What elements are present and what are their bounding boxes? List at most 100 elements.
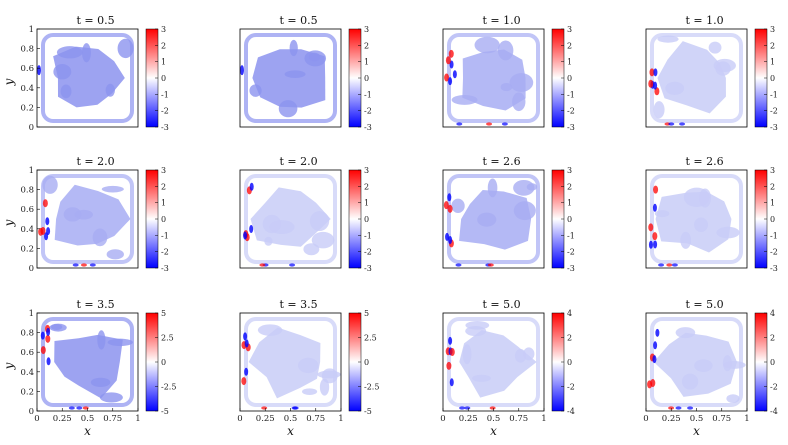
positive-spot bbox=[447, 204, 453, 213]
field-region bbox=[60, 84, 72, 99]
colorbar-tick-label: 5 bbox=[364, 309, 369, 318]
colorbar-tick-label: 1 bbox=[770, 58, 775, 67]
x-tick-label: 0.75 bbox=[509, 414, 528, 424]
wall-spot bbox=[679, 122, 686, 126]
field-region bbox=[500, 82, 513, 92]
negative-spot bbox=[449, 60, 454, 69]
positive-spot bbox=[650, 379, 656, 388]
colorbar-tick-label: 2 bbox=[567, 334, 572, 343]
colorbar-tick-label: -2 bbox=[364, 107, 372, 116]
field-region bbox=[526, 183, 538, 191]
negative-spot bbox=[653, 81, 658, 90]
positive-spot bbox=[446, 361, 452, 370]
x-tick-label: 0.5 bbox=[690, 414, 704, 424]
colorbar-tick-label: 4 bbox=[567, 309, 572, 318]
field-region bbox=[699, 188, 712, 208]
field-region bbox=[311, 231, 335, 249]
negative-spot bbox=[653, 341, 658, 350]
field-region bbox=[289, 39, 298, 57]
field-region bbox=[257, 324, 283, 336]
negative-spot bbox=[40, 331, 45, 340]
wall-spot bbox=[658, 263, 665, 267]
colorbar-tick-label: 3 bbox=[567, 25, 572, 34]
field-region bbox=[63, 207, 82, 222]
negative-spot bbox=[240, 65, 244, 76]
field-region bbox=[657, 41, 726, 114]
field-region bbox=[487, 178, 498, 198]
negative-spot bbox=[244, 367, 249, 376]
field-region bbox=[726, 394, 740, 403]
y-tick-label: 0.6 bbox=[20, 348, 34, 358]
colorbar-tick-label: 0 bbox=[567, 358, 572, 367]
colorbar-tick-label: -3 bbox=[161, 264, 169, 273]
colorbar-tick-label: 0 bbox=[161, 358, 166, 367]
colorbar-tick-label: -2 bbox=[364, 248, 372, 257]
positive-spot bbox=[449, 348, 455, 357]
field-region bbox=[713, 58, 736, 73]
colorbar-tick-label: -3 bbox=[161, 123, 169, 132]
colorbar-tick-label: -2 bbox=[567, 248, 575, 257]
colorbar-tick-label: -3 bbox=[364, 123, 372, 132]
subplot-4: t = 1.0 3 2 1 0 -1 -2 -3 bbox=[645, 14, 778, 132]
subplot-title: t = 1.0 bbox=[685, 14, 723, 27]
colorbar-tick-label: -1 bbox=[567, 231, 575, 240]
field-region bbox=[301, 388, 318, 395]
y-tick-label: 0 bbox=[29, 264, 34, 274]
field-region bbox=[451, 94, 478, 105]
colorbar-tick-label: 0 bbox=[161, 215, 166, 224]
negative-spot bbox=[653, 68, 658, 77]
wall-spot bbox=[675, 406, 682, 410]
negative-spot bbox=[448, 236, 453, 245]
positive-spot bbox=[445, 56, 451, 65]
negative-spot bbox=[452, 70, 457, 79]
colorbar-tick-label: 1 bbox=[161, 199, 166, 208]
field-region bbox=[474, 36, 500, 54]
colorbar-tick-label: 4 bbox=[770, 309, 775, 318]
subplot-2: t = 0.5 3 2 1 0 -1 -2 -3 bbox=[239, 14, 372, 132]
colorbar-tick-label: 2.5 bbox=[364, 334, 377, 343]
field-region bbox=[105, 83, 115, 97]
colorbar-tick-label: -2.5 bbox=[364, 383, 379, 392]
plot-frame bbox=[645, 28, 748, 128]
colorbar-tick-label: -5 bbox=[364, 407, 372, 416]
colorbar-tick-label: -1 bbox=[770, 231, 778, 240]
x-tick-label: 0.25 bbox=[459, 414, 478, 424]
colorbar-tick-label: -2 bbox=[161, 107, 169, 116]
wall-spot bbox=[261, 406, 268, 410]
subplot-title: t = 2.0 bbox=[279, 155, 317, 168]
wall-spot bbox=[72, 263, 79, 267]
negative-spot bbox=[448, 336, 453, 345]
colorbar-tick-label: 3 bbox=[364, 166, 369, 175]
field-region bbox=[309, 211, 330, 232]
subplot-title: t = 2.0 bbox=[76, 155, 114, 168]
subplot-title: t = 3.5 bbox=[76, 298, 114, 311]
colorbar-tick-label: -2 bbox=[567, 107, 575, 116]
wall-spot bbox=[668, 122, 675, 126]
wall-spot bbox=[464, 406, 471, 410]
wall-spot bbox=[487, 263, 494, 267]
field-region bbox=[92, 228, 108, 247]
negative-spot bbox=[648, 240, 653, 249]
wall-spot bbox=[666, 263, 673, 267]
negative-spot bbox=[652, 355, 657, 364]
y-tick-label: 0.8 bbox=[20, 45, 34, 55]
subplot-6: t = 2.0 3 2 1 0 -1 -2 -3 bbox=[239, 155, 372, 273]
negative-spot bbox=[243, 231, 248, 240]
x-tick-label: 0.5 bbox=[81, 414, 95, 424]
colorbar-tick-label: -4 bbox=[770, 407, 778, 416]
field-region bbox=[262, 214, 282, 234]
x-axis-label: x bbox=[490, 424, 497, 438]
field-region bbox=[477, 212, 497, 227]
field-region bbox=[675, 327, 696, 339]
plot-frame bbox=[36, 28, 139, 128]
field-region bbox=[654, 210, 670, 218]
y-tick-label: 0 bbox=[29, 123, 34, 133]
boundary-region bbox=[41, 174, 134, 264]
field-region bbox=[117, 38, 134, 59]
field-region bbox=[42, 175, 58, 194]
positive-spot bbox=[40, 346, 46, 355]
wall-spot bbox=[456, 122, 463, 126]
colorbar-tick-label: 1 bbox=[567, 199, 572, 208]
colorbar-tick-label: 2 bbox=[364, 182, 369, 191]
